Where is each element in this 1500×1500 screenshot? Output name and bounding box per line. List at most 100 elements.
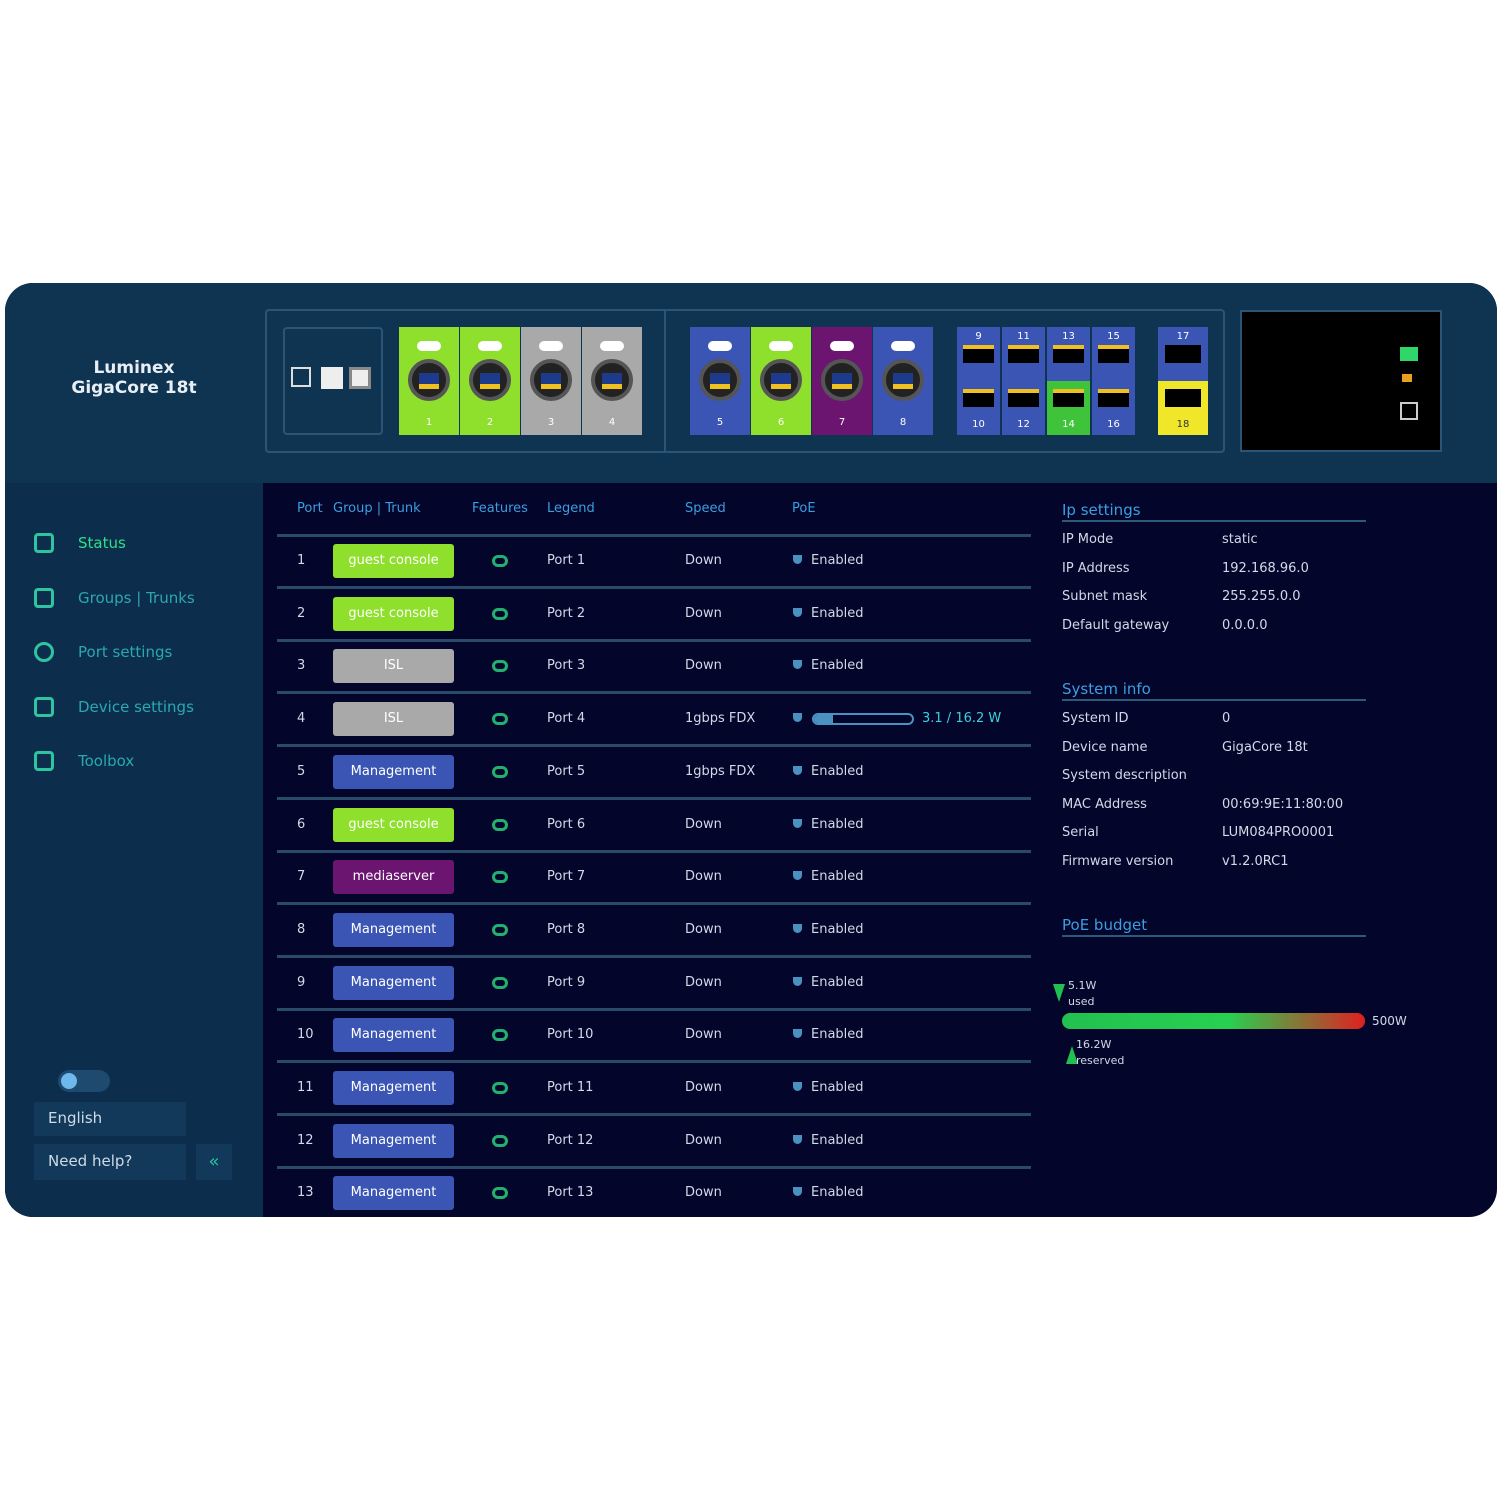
group-badge[interactable]: Management: [333, 1071, 454, 1105]
field-value: 192.168.96.0: [1222, 560, 1309, 576]
group-badge[interactable]: ISL: [333, 649, 454, 684]
speed: Down: [685, 816, 722, 832]
feature-icon: [492, 765, 508, 778]
group-badge[interactable]: Management: [333, 1123, 454, 1158]
field-value: 0.0.0.0: [1222, 617, 1268, 633]
help-button[interactable]: Need help?: [34, 1144, 186, 1180]
group-badge[interactable]: guest console: [333, 544, 454, 578]
group-badge[interactable]: guest console: [333, 596, 454, 631]
field-label: IP Address: [1062, 560, 1130, 576]
icon: [321, 367, 343, 389]
feature-icon: [492, 976, 508, 989]
group-badge[interactable]: Management: [333, 754, 454, 789]
reserved-label: 16.2W: [1076, 1038, 1112, 1051]
field-value: LUM084PRO0001: [1222, 825, 1335, 840]
header-rule: [277, 534, 1031, 537]
legend: Port 1: [547, 553, 586, 568]
poe-icon: [793, 555, 802, 564]
nav-item[interactable]: Device settings: [78, 697, 194, 716]
field-label: IP Mode: [1062, 532, 1114, 547]
feature-icon: [492, 555, 508, 567]
uplink-number: 18: [1176, 419, 1190, 430]
legend: Port 13: [547, 1185, 594, 1201]
group-badge[interactable]: Management: [333, 1176, 454, 1211]
sfp-number: 15: [1107, 331, 1120, 342]
port-number: 5: [297, 763, 306, 779]
field-label: Serial: [1062, 825, 1099, 840]
column-header: Features: [472, 501, 528, 516]
sfp-slot: [1008, 345, 1039, 363]
feature-icon: [492, 871, 508, 884]
port-jack: [832, 373, 852, 389]
theme-toggle[interactable]: [58, 1070, 110, 1092]
language-select[interactable]: English: [34, 1102, 186, 1136]
nav-item[interactable]: Toolbox: [78, 752, 135, 770]
feature-icon: [492, 607, 508, 620]
group-badge[interactable]: Management: [333, 965, 454, 1000]
poe-status: Enabled: [811, 1185, 864, 1201]
collapse-button[interactable]: «: [196, 1144, 232, 1180]
mode-icons: [283, 327, 383, 435]
port-latch: [830, 341, 854, 351]
speed: Down: [685, 553, 722, 568]
poe-label: 3.1 / 16.2 W: [922, 711, 1002, 727]
speed: Down: [685, 605, 722, 621]
port: 2: [460, 327, 520, 435]
icon: [349, 367, 371, 389]
legend: Port 11: [547, 1080, 594, 1095]
poe-status: Enabled: [811, 1027, 864, 1043]
speed: Down: [685, 1027, 722, 1043]
feature-icon: [492, 1187, 508, 1200]
feature-icon: [492, 818, 508, 831]
group-badge[interactable]: Management: [333, 912, 454, 947]
warn-icon: [1402, 374, 1412, 382]
poe-status: Enabled: [811, 763, 864, 779]
group-badge[interactable]: Management: [333, 1018, 454, 1053]
field-value: 00:69:9E:11:80:00: [1222, 796, 1344, 812]
poe-status: Enabled: [811, 816, 864, 832]
speed: Down: [685, 1132, 722, 1148]
feature-icon: [492, 660, 508, 673]
poe-icon: [793, 607, 802, 617]
field-label: MAC Address: [1062, 796, 1147, 812]
nav-icon: [34, 587, 54, 608]
port: 3: [521, 327, 581, 435]
port-number: 2: [297, 605, 306, 621]
poe-icon: [793, 765, 802, 775]
legend: Port 2: [547, 605, 586, 621]
legend: Port 7: [547, 869, 586, 885]
group-badge[interactable]: ISL: [333, 702, 454, 737]
sfp-port: 9: [957, 327, 1000, 381]
legend: Port 8: [547, 921, 586, 937]
port-number: 7: [838, 417, 846, 428]
port: 7: [812, 327, 872, 435]
speed: Down: [685, 869, 722, 885]
nav-icon: [34, 751, 54, 771]
feature-icon: [492, 713, 508, 726]
port-number: 9: [297, 974, 306, 990]
nav-item[interactable]: Status: [78, 534, 126, 552]
poe-bar: [812, 713, 914, 726]
port-latch: [891, 341, 915, 351]
row-rule: [277, 1165, 1031, 1169]
speed: Down: [685, 658, 722, 674]
sfp-number: 12: [1017, 419, 1030, 430]
field-label: System ID: [1062, 711, 1129, 726]
total-label: 500W: [1372, 1014, 1407, 1028]
speed: Down: [685, 921, 722, 937]
port-latch: [708, 341, 732, 351]
port-latch: [769, 341, 793, 351]
nav-item[interactable]: Port settings: [78, 643, 173, 661]
nav-item[interactable]: Groups | Trunks: [78, 588, 195, 607]
port-jack: [893, 373, 913, 389]
group-badge[interactable]: guest console: [333, 807, 454, 842]
poe-status: Enabled: [811, 605, 864, 621]
group-badge[interactable]: mediaserver: [333, 860, 454, 895]
port-number: 1: [425, 417, 433, 428]
used-caption: used: [1068, 995, 1095, 1008]
field-value: GigaCore 18t: [1222, 739, 1308, 755]
row-rule: [277, 796, 1031, 800]
poe-icon: [793, 1134, 802, 1144]
port-jack: [419, 373, 439, 389]
poe-status: Enabled: [811, 553, 864, 568]
